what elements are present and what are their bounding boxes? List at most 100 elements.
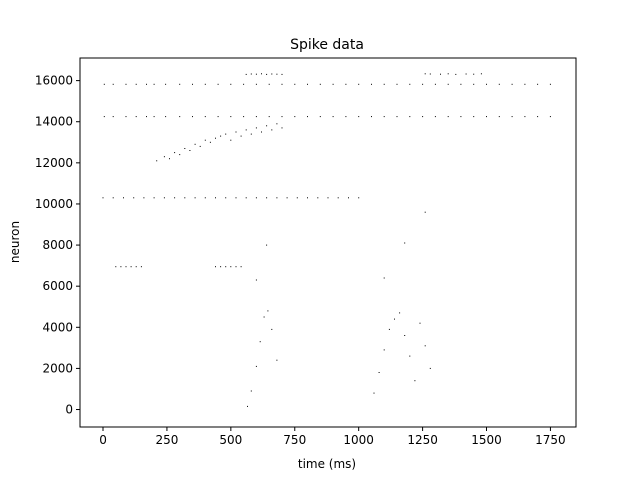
spike-point (537, 116, 539, 118)
spike-point (215, 266, 216, 268)
spike-point (537, 83, 539, 85)
spike-point (215, 197, 216, 199)
x-tick-label: 1500 (471, 433, 502, 447)
spike-point (486, 116, 487, 118)
x-axis: 0 250 500 750 1000 1250 1500 1750 (99, 427, 566, 447)
spike-point (404, 242, 406, 244)
spike-point (192, 116, 193, 118)
spike-point (255, 365, 257, 367)
spike-point (307, 197, 308, 199)
spike-point (230, 83, 232, 85)
spike-point (266, 73, 268, 75)
spike-point (112, 83, 114, 85)
spike-point (235, 266, 237, 268)
spike-point (266, 244, 268, 246)
y-tick-label: 12000 (35, 156, 73, 170)
plot-frame (79, 57, 577, 428)
spike-point (422, 116, 424, 118)
spike-point (276, 359, 278, 361)
spike-point (276, 73, 278, 75)
spike-point (217, 116, 219, 118)
spike-point (447, 73, 449, 75)
spike-point (268, 116, 270, 118)
spike-point (255, 279, 257, 281)
x-tick-label: 1000 (343, 433, 374, 447)
spike-point (371, 83, 372, 85)
spike-point (429, 73, 431, 75)
spike-point (511, 116, 513, 118)
spike-point (271, 328, 273, 330)
spike-point (281, 116, 283, 118)
spike-point (268, 83, 270, 85)
spike-point (156, 160, 158, 162)
spike-point (266, 125, 268, 127)
spike-point (440, 73, 441, 75)
spike-series-6 (245, 73, 482, 75)
spike-point (103, 83, 105, 85)
spike-series-0 (103, 83, 551, 85)
spike-point (276, 123, 278, 125)
spike-point (271, 73, 273, 75)
spike-point (133, 197, 135, 199)
spike-point (358, 116, 360, 118)
spike-point (263, 316, 265, 318)
spike-point (473, 116, 475, 118)
spike-point (373, 392, 375, 394)
spike-point (243, 83, 245, 85)
spike-point (179, 83, 181, 85)
plot-area (102, 73, 551, 407)
spike-point (498, 116, 500, 118)
spike-point (123, 197, 124, 199)
spike-point (465, 73, 467, 75)
spike-point (332, 83, 334, 85)
spike-point (486, 83, 487, 85)
spike-point (179, 116, 181, 118)
spike-point (358, 197, 360, 199)
spike-point (184, 197, 186, 199)
spike-point (245, 73, 247, 75)
spike-point (209, 141, 211, 143)
spike-point (266, 197, 268, 199)
spike-point (169, 158, 170, 160)
spike-point (404, 335, 406, 336)
spike-point (250, 390, 252, 392)
spike-point (255, 127, 257, 129)
spike-point (125, 266, 127, 268)
spike-point (337, 197, 339, 199)
spike-point (383, 277, 385, 279)
spike-point (358, 83, 360, 85)
spike-point (194, 197, 196, 199)
spike-point (281, 83, 283, 85)
spike-point (429, 367, 431, 369)
y-tick-label: 4000 (42, 320, 73, 334)
spike-point (549, 116, 551, 118)
spike-point (271, 129, 273, 131)
spike-point (250, 133, 252, 135)
spike-point (447, 83, 449, 85)
spike-point (317, 197, 319, 199)
x-tick-label: 1250 (407, 433, 438, 447)
spike-point (294, 116, 296, 118)
spike-point (332, 116, 334, 118)
chart-title: Spike data (290, 37, 364, 53)
spike-point (135, 116, 137, 118)
spike-point (267, 310, 269, 312)
spike-point (259, 341, 261, 343)
spike-series-2 (247, 211, 431, 407)
spike-point (135, 266, 137, 268)
spike-point (245, 197, 247, 199)
spike-point (261, 73, 262, 75)
spike-point (204, 139, 206, 141)
spike-point (473, 73, 475, 75)
y-tick-label: 2000 (42, 361, 73, 375)
spike-point (204, 197, 206, 199)
spike-point (220, 266, 222, 268)
spike-point (140, 266, 142, 268)
spike-point (235, 131, 237, 133)
spike-point (143, 197, 145, 199)
spike-point (247, 405, 248, 407)
spike-point (383, 116, 385, 118)
spike-point (524, 116, 526, 118)
spike-point (240, 135, 242, 137)
spike-point (261, 131, 262, 133)
